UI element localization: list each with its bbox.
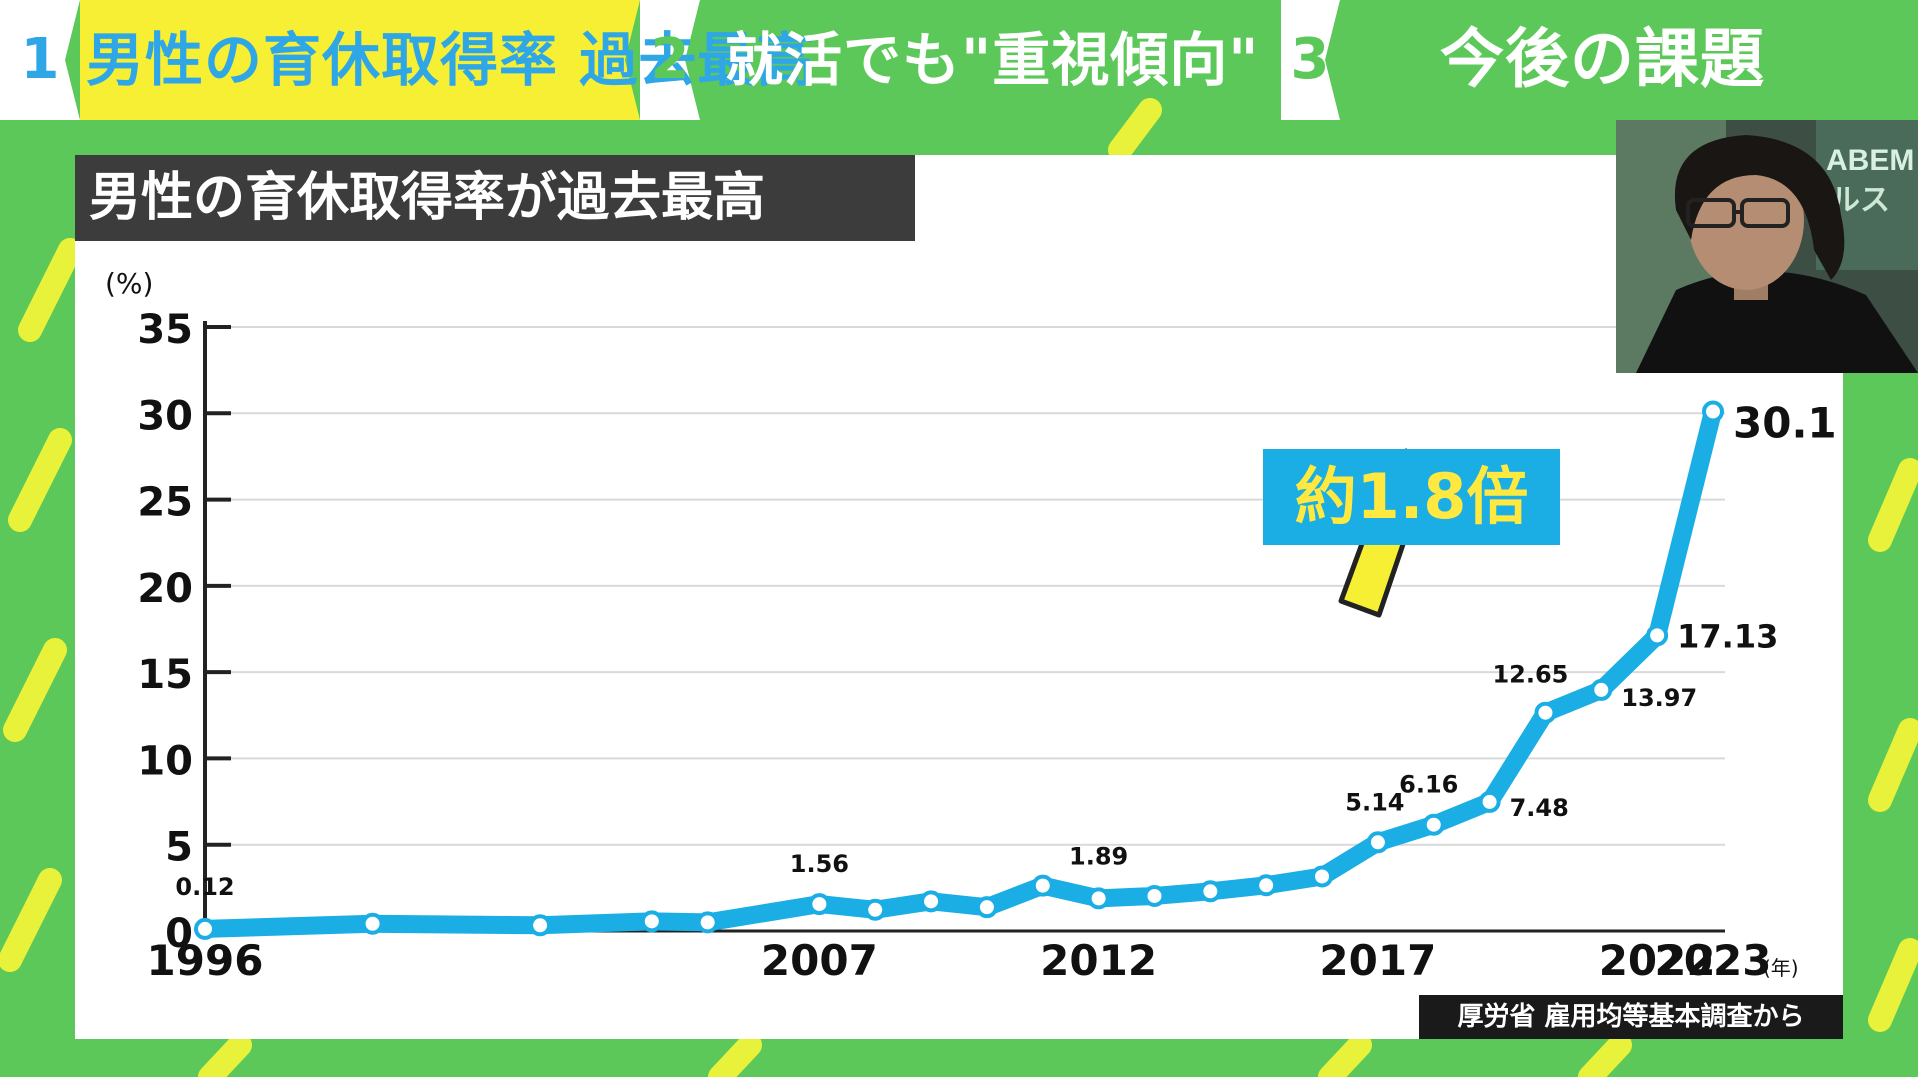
data-label: 30.1 [1733,399,1837,448]
data-point [1590,678,1613,701]
x-axis-unit-label: (年) [1763,956,1799,980]
data-point [640,910,663,933]
data-point [696,911,719,934]
y-axis-unit-label: (%) [105,267,153,300]
y-tick-label: 25 [137,480,193,526]
data-label: 5.14 [1345,788,1404,816]
y-tick-label: 15 [137,652,193,698]
data-label: 12.65 [1492,661,1568,689]
data-label: 7.48 [1510,794,1569,822]
data-point [808,893,831,916]
x-tick-label: 2023 [1655,936,1772,985]
y-tick-label: 35 [137,307,193,353]
data-label: 1.56 [790,850,849,878]
data-point [1422,813,1445,836]
chart-panel: 0 5 10 15 20 25 30 35 (%) 1996 2007 2012 2017 2022 202… [75,155,1843,1039]
increase-callout: 約1.8倍 [1263,449,1560,545]
tab-3-number[interactable]: 3 [1290,27,1330,92]
chart-title: 男性の育休取得率が過去最高 [75,155,915,241]
data-point [1366,831,1389,854]
source-caption: 厚労省 雇用均等基本調査から [1419,995,1843,1039]
data-point [1031,874,1054,897]
data-point [975,896,998,919]
y-tick-label: 30 [137,393,193,439]
data-point [1646,624,1669,647]
data-point [920,890,943,913]
presenter-video: ABEM ルス [1616,120,1918,373]
data-label: 13.97 [1621,684,1697,712]
tab-2-label[interactable]: 就活でも"重視傾向" [725,26,1260,94]
data-point [1311,865,1334,888]
tab-1-number[interactable]: 1 [20,27,60,92]
data-point [1478,790,1501,813]
data-label: 0.12 [175,873,234,901]
data-point [529,914,552,937]
data-point [1087,887,1110,910]
data-label: 17.13 [1677,617,1778,655]
data-point [1702,400,1724,423]
y-tick-label: 10 [137,738,193,784]
data-label: 6.16 [1399,771,1458,799]
data-point [1199,880,1222,903]
line-chart: 0 5 10 15 20 25 30 35 (%) 1996 2007 2012 2017 2022202… [105,267,1837,985]
x-tick-label: 2007 [761,936,878,985]
data-point [361,912,384,935]
x-tick-label: 2012 [1040,936,1157,985]
data-label: 1.89 [1069,842,1128,870]
x-tick-label: 2017 [1319,936,1436,985]
data-point [194,917,216,940]
topic-tab-bar: 1 男性の育休取得率 過去最高 2 就活でも"重視傾向" 3 今後の課題 [0,0,1918,120]
tab-2-number[interactable]: 2 [650,27,690,92]
tab-3-label[interactable]: 今後の課題 [1440,23,1765,97]
tab-backgrounds [0,0,1340,120]
x-tick-label: 2022 [1599,936,1716,985]
data-point [864,898,887,921]
y-tick-label: 5 [165,825,193,871]
data-point [1143,884,1166,907]
tab-1-label[interactable]: 男性の育休取得率 過去最高 [86,26,816,94]
series-line [196,402,1722,938]
data-point [1534,701,1557,724]
data-point [1255,874,1278,897]
x-tick-label: 1996 [147,936,264,985]
y-tick-label: 20 [137,566,193,612]
webcam-inset: ABEM ルス [1616,120,1918,373]
y-tick-label: 0 [165,911,193,957]
webcam-logo-text: ABEM [1826,144,1914,177]
